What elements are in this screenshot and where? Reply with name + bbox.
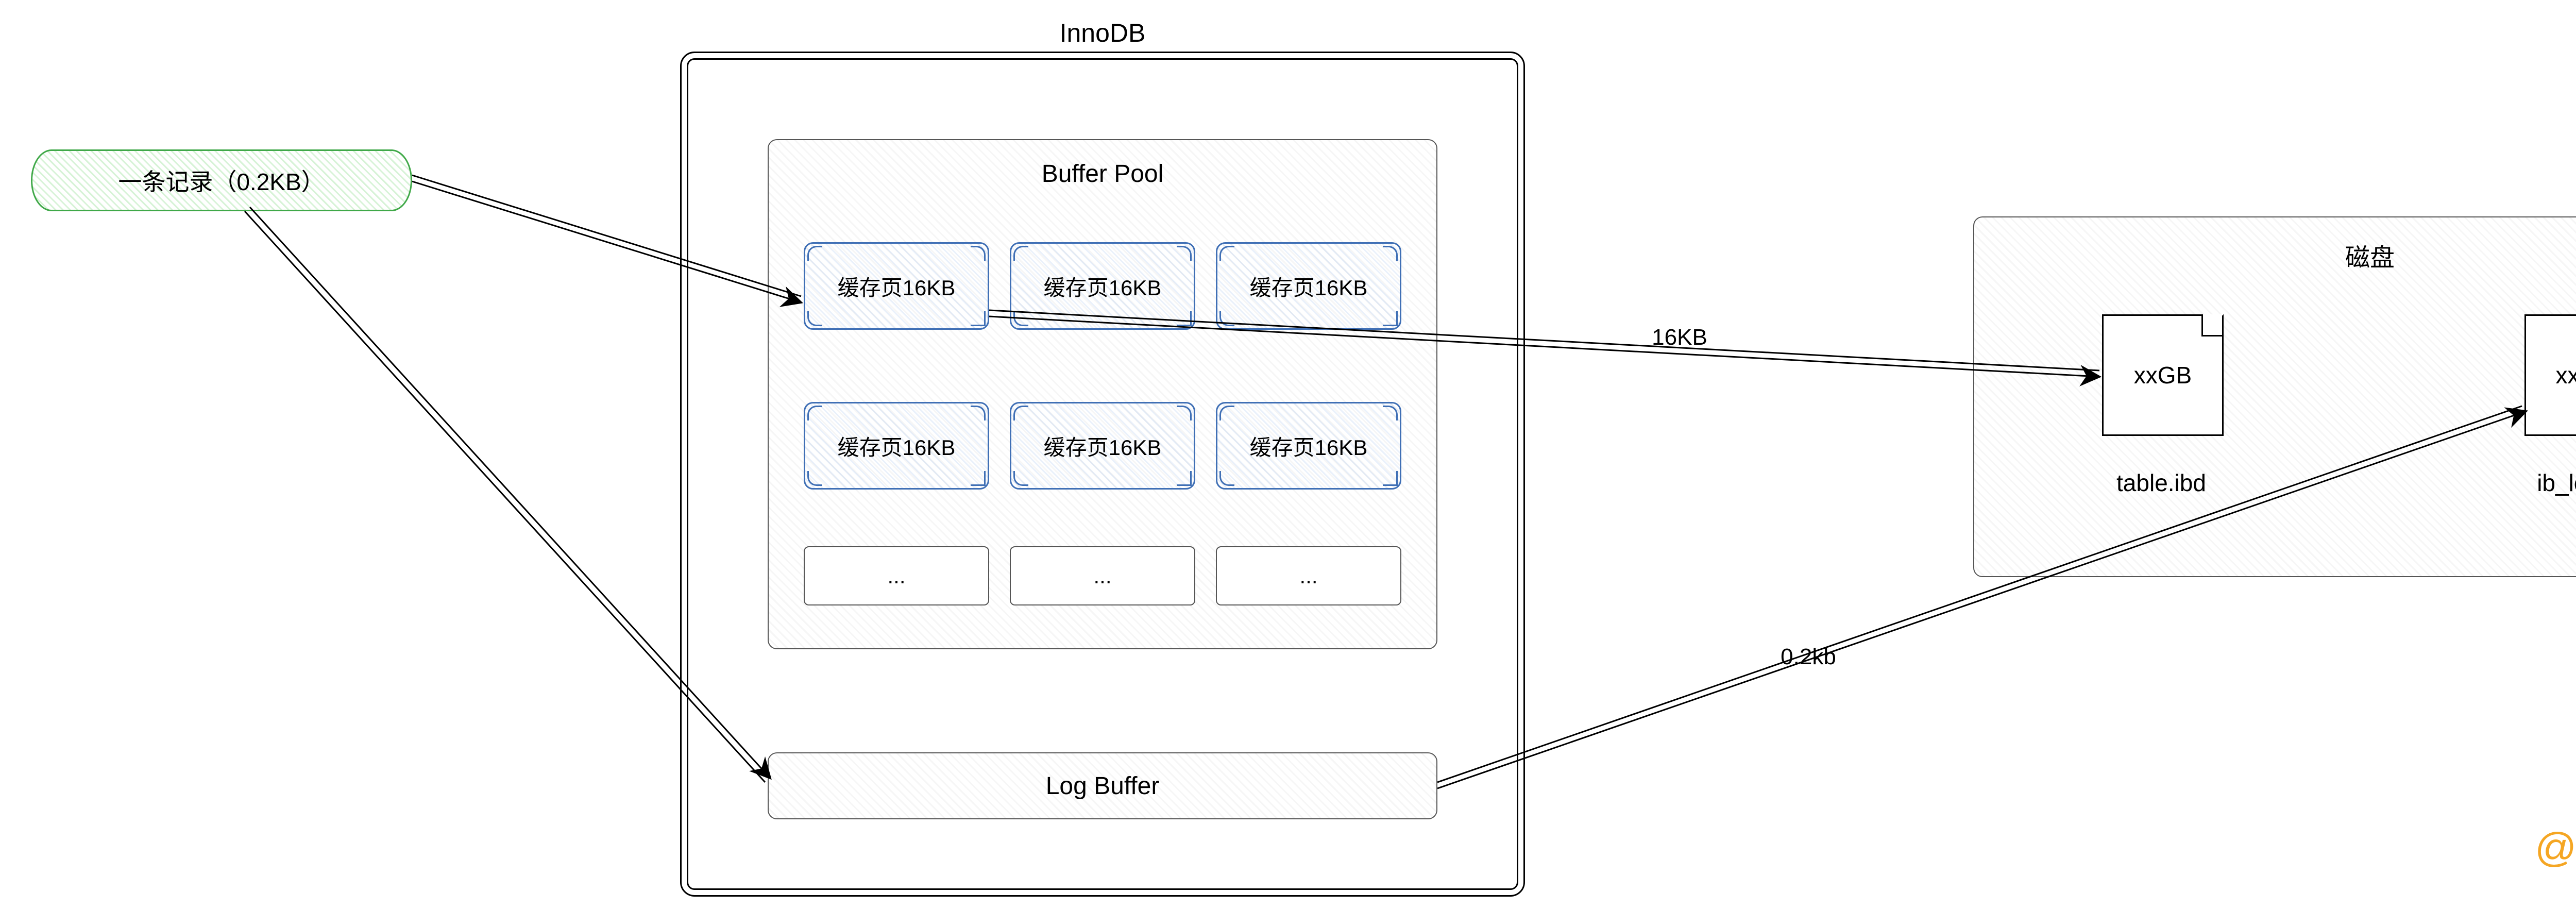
record-label: 一条记录（0.2KB） <box>118 163 325 197</box>
cache-page: 缓存页16KB <box>1216 242 1401 330</box>
ellipsis-label: ... <box>1299 564 1317 588</box>
ellipsis-box: ... <box>1010 546 1195 605</box>
ellipsis-label: ... <box>1093 564 1111 588</box>
cache-page: 缓存页16KB <box>1010 402 1195 490</box>
cache-page-label: 缓存页16KB <box>1250 430 1368 462</box>
cache-page: 缓存页16KB <box>1216 402 1401 490</box>
cache-page: 缓存页16KB <box>804 242 989 330</box>
ellipsis-box: ... <box>1216 546 1401 605</box>
cache-page-label: 缓存页16KB <box>838 271 956 302</box>
edge-label-16kb: 16KB <box>1638 325 1721 350</box>
disk-title: 磁盘 <box>1973 237 2576 273</box>
file-icon-ib-logfile: xxMB <box>2524 314 2576 436</box>
cache-page: 缓存页16KB <box>804 402 989 490</box>
cache-page-label: 缓存页16KB <box>1044 430 1162 462</box>
log-buffer-title: Log Buffer <box>1046 772 1160 800</box>
file-icon-table-ibd: xxGB <box>2102 314 2224 436</box>
cache-page-label: 缓存页16KB <box>1044 271 1162 302</box>
innodb-title: InnoDB <box>680 18 1525 48</box>
file-name-label: table.ibd <box>2061 469 2262 497</box>
cache-page: 缓存页16KB <box>1010 242 1195 330</box>
cache-page-label: 缓存页16KB <box>1250 271 1368 302</box>
file-size-label: xxGB <box>2134 361 2192 389</box>
record-box: 一条记录（0.2KB） <box>31 149 412 211</box>
file-name-label: ib_logfile <box>2483 469 2576 497</box>
cache-page-label: 缓存页16KB <box>838 430 956 462</box>
edge-label-02kb: 0.2kb <box>1762 644 1855 670</box>
buffer-pool-title: Buffer Pool <box>768 160 1437 188</box>
file-size-label: xxMB <box>2556 361 2576 389</box>
ellipsis-label: ... <box>887 564 905 588</box>
ellipsis-box: ... <box>804 546 989 605</box>
watermark: @王二蛋 <box>2535 814 2576 874</box>
log-buffer-box: Log Buffer <box>768 752 1437 819</box>
